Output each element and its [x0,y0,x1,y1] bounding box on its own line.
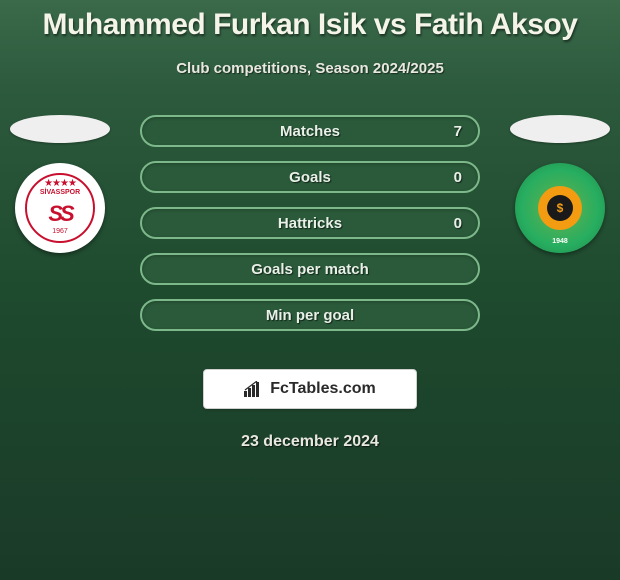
stat-label: Hattricks [278,215,342,232]
snapshot-date: 23 december 2024 [0,433,620,451]
left-club-logo: ★★★★ SİVASSPOR SS 1967 [15,163,105,253]
left-club-logo-inner: ★★★★ SİVASSPOR SS 1967 [25,173,95,243]
stat-row-matches: Matches 7 [140,115,480,147]
right-club-sun: $ [538,186,582,230]
site-name: FcTables.com [270,380,376,398]
stat-row-hattricks: Hattricks 0 [140,207,480,239]
right-club-logo: $ 1948 [515,163,605,253]
stat-label: Goals per match [251,261,369,278]
stat-label: Min per goal [266,307,354,324]
left-club-monogram: SS [48,201,71,227]
left-country-flag [10,115,110,143]
stat-right-value: 0 [454,169,462,186]
right-club-letter: $ [547,195,573,221]
stat-rows: Matches 7 Goals 0 Hattricks 0 Goals per … [140,115,480,331]
stat-row-goals: Goals 0 [140,161,480,193]
right-club-year: 1948 [552,238,568,245]
stat-right-value: 0 [454,215,462,232]
site-attribution-badge: FcTables.com [203,369,417,409]
stats-area: ★★★★ SİVASSPOR SS 1967 $ 1948 Matches 7 … [0,115,620,355]
left-club-stars: ★★★★ [44,178,76,189]
page-title: Muhammed Furkan Isik vs Fatih Aksoy [0,0,620,42]
season-subtitle: Club competitions, Season 2024/2025 [0,60,620,77]
bar-chart-icon [244,381,264,397]
stat-label: Matches [280,123,340,140]
stat-row-min-per-goal: Min per goal [140,299,480,331]
stat-right-value: 7 [454,123,462,140]
stat-label: Goals [289,169,331,186]
right-country-flag [510,115,610,143]
left-player-column: ★★★★ SİVASSPOR SS 1967 [10,115,110,253]
stat-row-goals-per-match: Goals per match [140,253,480,285]
right-player-column: $ 1948 [510,115,610,253]
left-club-name-arc: SİVASSPOR [40,189,80,196]
left-club-year: 1967 [52,228,68,235]
